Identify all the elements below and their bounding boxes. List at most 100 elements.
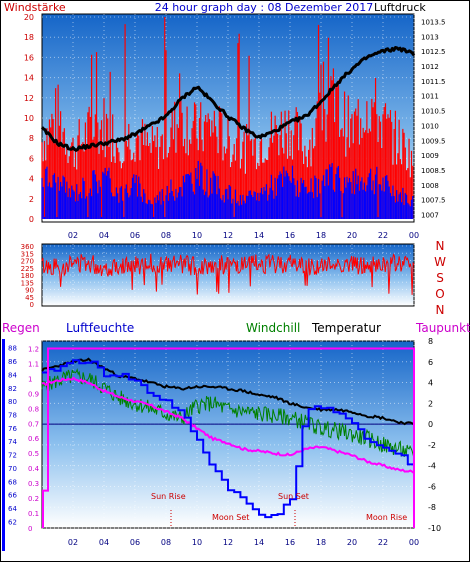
compass-letter: W <box>434 255 446 269</box>
pressure-tick-label: 1007 <box>421 212 439 220</box>
time-tick-label: 18 <box>316 538 326 547</box>
humidity-tick-label: 76 <box>8 425 17 433</box>
humidity-tick-label: 72 <box>8 452 17 460</box>
regen-tick-label: 0.5 <box>28 450 39 458</box>
wind-pressure-series <box>40 17 416 219</box>
regen-tick-label: 0.7 <box>28 420 39 428</box>
time-tick-label: 16 <box>285 538 295 547</box>
wind-tick-label: 14 <box>24 74 34 83</box>
direction-tick-label: 180 <box>21 272 34 280</box>
temp-tick-label: 8 <box>428 337 433 346</box>
time-tick-label: 00 <box>409 538 419 547</box>
humidity-tick-label: 70 <box>8 465 17 473</box>
sun-set-label: Sun Set <box>278 492 309 501</box>
humidity-tick-label: 78 <box>8 411 17 419</box>
humidity-tick-label: 84 <box>8 371 17 379</box>
humidity-tick-label: 64 <box>8 505 17 513</box>
direction-tick-label: 360 <box>21 243 34 251</box>
time-tick-label: 22 <box>378 231 388 240</box>
regen-tick-label: 1.2 <box>28 345 39 353</box>
time-tick-label: 20 <box>347 231 357 240</box>
time-axis-bottom: 02 04 06 08 10 12 14 16 18 20 22 00 <box>68 538 419 547</box>
regen-label: Regen <box>2 321 40 335</box>
temp-tick-label: 2 <box>428 399 433 408</box>
direction-tick-label: 315 <box>21 250 34 258</box>
temp-tick-label: -8 <box>428 503 436 512</box>
temp-tick-label: 0 <box>428 420 433 429</box>
regen-tick-label: 0 <box>28 525 32 533</box>
windchill-label: Windchill <box>246 321 300 335</box>
temp-tick-label: -2 <box>428 441 436 450</box>
wind-direction-line <box>41 253 415 295</box>
humidity-line <box>42 359 415 519</box>
temperature-axis: -10 -8 -6 -4 -2 0 2 4 6 8 <box>428 337 441 533</box>
temp-tick-label: 6 <box>428 358 433 367</box>
regen-line <box>42 347 415 528</box>
humidity-tick-label: 80 <box>8 398 17 406</box>
direction-tick-label: 270 <box>21 258 34 266</box>
pressure-tick-label: 1009 <box>421 152 439 160</box>
time-tick-label: 22 <box>378 538 388 547</box>
wind-tick-label: 8 <box>29 134 34 143</box>
time-tick-label: 10 <box>192 231 202 240</box>
compass-letter: S <box>436 271 444 285</box>
wind-tick-label: 0 <box>29 215 34 224</box>
pressure-tick-label: 1009.5 <box>421 137 446 145</box>
direction-tick-label: 0 <box>30 301 34 309</box>
pressure-tick-label: 1007.5 <box>421 197 446 205</box>
wind-tick-label: 10 <box>24 114 34 123</box>
pressure-tick-label: 1012.5 <box>421 48 446 56</box>
time-axis-top: 02 04 06 08 10 12 14 16 18 20 22 00 <box>68 231 419 240</box>
wind-direction-series <box>41 253 415 295</box>
regen-axis: 0 0.1 0.2 0.3 0.4 0.5 0.6 0.7 0.8 0.9 1 1.1 1.2 <box>28 345 40 533</box>
pressure-tick-label: 1010 <box>421 122 439 130</box>
pressure-tick-label: 1011 <box>421 93 439 101</box>
time-tick-label: 14 <box>254 231 264 240</box>
regen-tick-label: 0.8 <box>28 405 39 413</box>
time-tick-label: 16 <box>285 231 295 240</box>
pressure-axis: 1007 1007.5 1008 1008.5 1009 1009.5 1010 1010.5… <box>421 18 446 219</box>
wind-tick-label: 4 <box>29 175 34 184</box>
time-tick-label: 00 <box>409 231 419 240</box>
regen-tick-label: 0.2 <box>28 495 39 503</box>
humidity-axis-bar <box>2 339 5 551</box>
temperatur-label: Temperatur <box>311 321 381 335</box>
time-tick-label: 12 <box>223 538 233 547</box>
humidity-tick-label: 86 <box>8 358 17 366</box>
humidity-axis: 62 64 66 68 70 72 74 76 78 80 82 84 86 88 <box>8 345 17 527</box>
time-tick-label: 04 <box>99 231 109 240</box>
time-tick-label: 18 <box>316 231 326 240</box>
direction-tick-label: 45 <box>25 294 34 302</box>
temp-tick-label: 4 <box>428 379 433 388</box>
taupunkt-label: Taupunkt <box>415 321 470 335</box>
wind-tick-label: 2 <box>29 195 34 204</box>
time-tick-label: 14 <box>254 538 264 547</box>
pressure-label: Luftdruck <box>374 1 426 14</box>
direction-tick-label: 225 <box>21 265 34 273</box>
windchill-line <box>41 368 415 459</box>
dewpoint-line <box>41 376 415 474</box>
temp-tick-label: -4 <box>428 462 436 471</box>
pressure-line <box>40 46 416 152</box>
pressure-tick-label: 1013 <box>421 33 439 41</box>
sun-rise-label: Sun Rise <box>151 492 186 501</box>
wind-tick-label: 20 <box>24 13 34 22</box>
humidity-tick-label: 88 <box>8 345 17 353</box>
time-tick-label: 06 <box>130 231 140 240</box>
pressure-tick-label: 1011.5 <box>421 78 446 86</box>
time-tick-label: 02 <box>68 231 78 240</box>
humidity-tick-label: 74 <box>8 438 17 446</box>
regen-tick-label: 0.9 <box>28 390 39 398</box>
wind-tick-label: 16 <box>24 53 34 62</box>
moon-set-label: Moon Set <box>212 513 249 522</box>
wind-label: Windstärke <box>4 1 66 14</box>
compass-letter: O <box>435 287 444 301</box>
regen-tick-label: 0.3 <box>28 480 39 488</box>
time-tick-label: 04 <box>99 538 109 547</box>
time-tick-label: 12 <box>223 231 233 240</box>
humidity-tick-label: 82 <box>8 385 17 393</box>
regen-tick-label: 0.4 <box>28 465 40 473</box>
